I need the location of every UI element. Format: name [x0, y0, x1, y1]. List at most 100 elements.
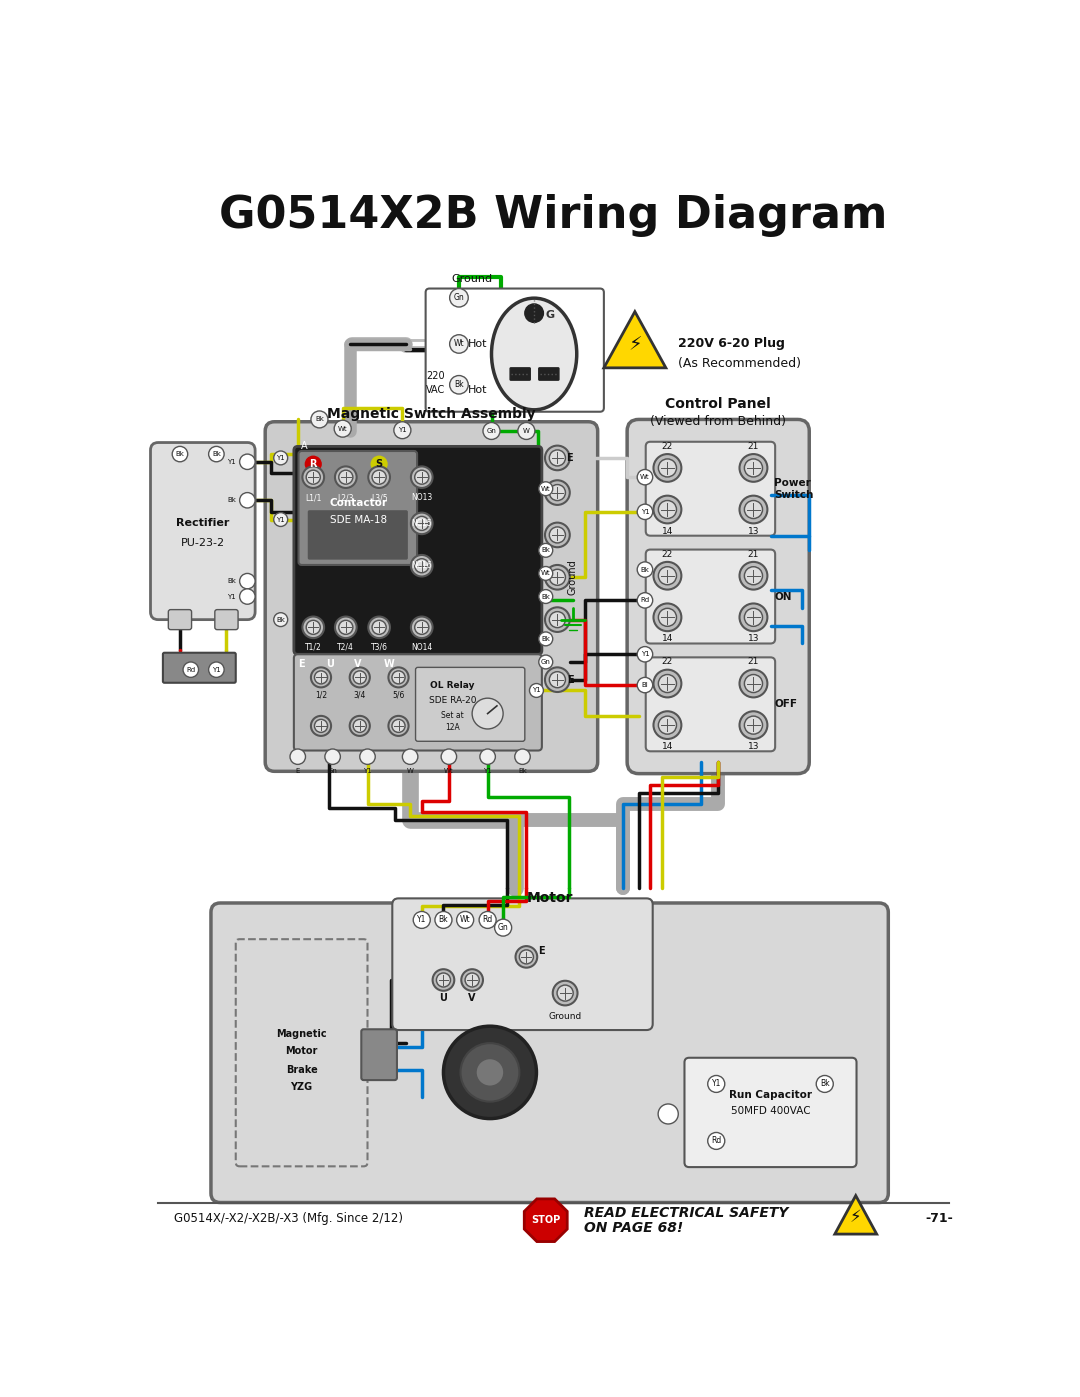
Circle shape [240, 493, 255, 509]
Circle shape [410, 467, 433, 488]
Circle shape [744, 675, 762, 693]
Text: U: U [440, 993, 447, 1003]
Text: PU-23-2: PU-23-2 [180, 538, 225, 548]
Circle shape [545, 522, 570, 548]
Circle shape [208, 447, 225, 462]
Text: Bk: Bk [438, 915, 448, 925]
Text: Bk: Bk [518, 767, 527, 774]
Circle shape [339, 620, 353, 634]
Text: Bk: Bk [541, 548, 550, 553]
Circle shape [483, 422, 500, 440]
Text: YZG: YZG [291, 1083, 313, 1092]
Text: V: V [469, 993, 476, 1003]
Text: S: S [376, 460, 382, 469]
Text: Brake: Brake [286, 1065, 318, 1074]
Text: Magnetic Switch Assembly: Magnetic Switch Assembly [327, 407, 536, 420]
Text: -71-: -71- [924, 1213, 953, 1225]
Circle shape [816, 1076, 834, 1092]
Circle shape [389, 715, 408, 736]
Circle shape [740, 496, 768, 524]
Circle shape [637, 504, 652, 520]
Text: NC15: NC15 [411, 518, 432, 528]
Text: 220V 6-20 Plug: 220V 6-20 Plug [677, 338, 784, 351]
FancyBboxPatch shape [215, 609, 238, 630]
Text: Bk: Bk [541, 594, 550, 599]
Circle shape [517, 422, 535, 440]
Text: 13: 13 [747, 742, 759, 752]
Circle shape [519, 950, 534, 964]
Circle shape [740, 454, 768, 482]
Circle shape [273, 451, 287, 465]
Circle shape [368, 467, 390, 488]
Circle shape [659, 567, 676, 585]
Text: Wt: Wt [640, 474, 650, 481]
Text: 14: 14 [662, 634, 673, 644]
Circle shape [480, 749, 496, 764]
Text: Wt: Wt [460, 915, 471, 925]
Circle shape [550, 527, 566, 543]
Text: Rd: Rd [640, 598, 649, 604]
FancyBboxPatch shape [163, 652, 235, 683]
Circle shape [659, 460, 676, 476]
Text: 14: 14 [662, 742, 673, 752]
Text: Ground: Ground [451, 274, 492, 285]
Text: SDE RA-20: SDE RA-20 [429, 696, 476, 705]
Text: Y1: Y1 [640, 651, 649, 657]
Circle shape [302, 467, 324, 488]
Polygon shape [604, 312, 666, 367]
Circle shape [392, 719, 405, 732]
Text: 21: 21 [747, 658, 759, 666]
Circle shape [373, 620, 387, 634]
Circle shape [311, 715, 332, 736]
Text: Power
Switch: Power Switch [774, 478, 813, 500]
Text: Y1: Y1 [532, 687, 541, 693]
Circle shape [325, 749, 340, 764]
Circle shape [311, 411, 328, 427]
Text: T1/2: T1/2 [305, 643, 322, 652]
Circle shape [307, 471, 321, 485]
Circle shape [273, 513, 287, 527]
Circle shape [353, 719, 366, 732]
Circle shape [539, 655, 553, 669]
Circle shape [303, 455, 323, 474]
Text: 22: 22 [662, 441, 673, 451]
Circle shape [389, 668, 408, 687]
Circle shape [659, 608, 676, 626]
Text: Wt: Wt [338, 426, 348, 432]
FancyBboxPatch shape [646, 441, 775, 535]
Circle shape [637, 469, 652, 485]
Text: ON PAGE 68!: ON PAGE 68! [584, 1221, 684, 1235]
Text: 22: 22 [662, 658, 673, 666]
Circle shape [449, 289, 469, 307]
Text: Y1: Y1 [276, 517, 285, 522]
FancyBboxPatch shape [646, 658, 775, 752]
Text: Bk: Bk [315, 416, 324, 422]
Circle shape [311, 668, 332, 687]
Text: V: V [354, 659, 362, 669]
Circle shape [539, 567, 553, 580]
Text: Y1: Y1 [212, 666, 220, 673]
Circle shape [240, 454, 255, 469]
Circle shape [291, 749, 306, 764]
Text: Bk: Bk [176, 451, 185, 457]
Circle shape [415, 517, 429, 531]
Circle shape [744, 567, 762, 585]
Circle shape [435, 911, 451, 929]
Circle shape [529, 683, 543, 697]
Circle shape [515, 946, 537, 968]
Text: Bl: Bl [642, 682, 648, 689]
Text: G: G [545, 310, 554, 320]
Text: Hot: Hot [468, 386, 487, 395]
FancyBboxPatch shape [266, 422, 597, 771]
Text: (Viewed from Behind): (Viewed from Behind) [650, 415, 786, 429]
Circle shape [403, 749, 418, 764]
Text: Bk: Bk [640, 567, 649, 573]
Text: T3/6: T3/6 [370, 643, 388, 652]
Text: L1/1: L1/1 [305, 493, 322, 503]
FancyBboxPatch shape [168, 609, 191, 630]
Circle shape [457, 911, 474, 929]
Circle shape [637, 678, 652, 693]
Circle shape [744, 500, 762, 518]
FancyBboxPatch shape [298, 451, 417, 564]
Text: Control Panel: Control Panel [665, 397, 771, 411]
